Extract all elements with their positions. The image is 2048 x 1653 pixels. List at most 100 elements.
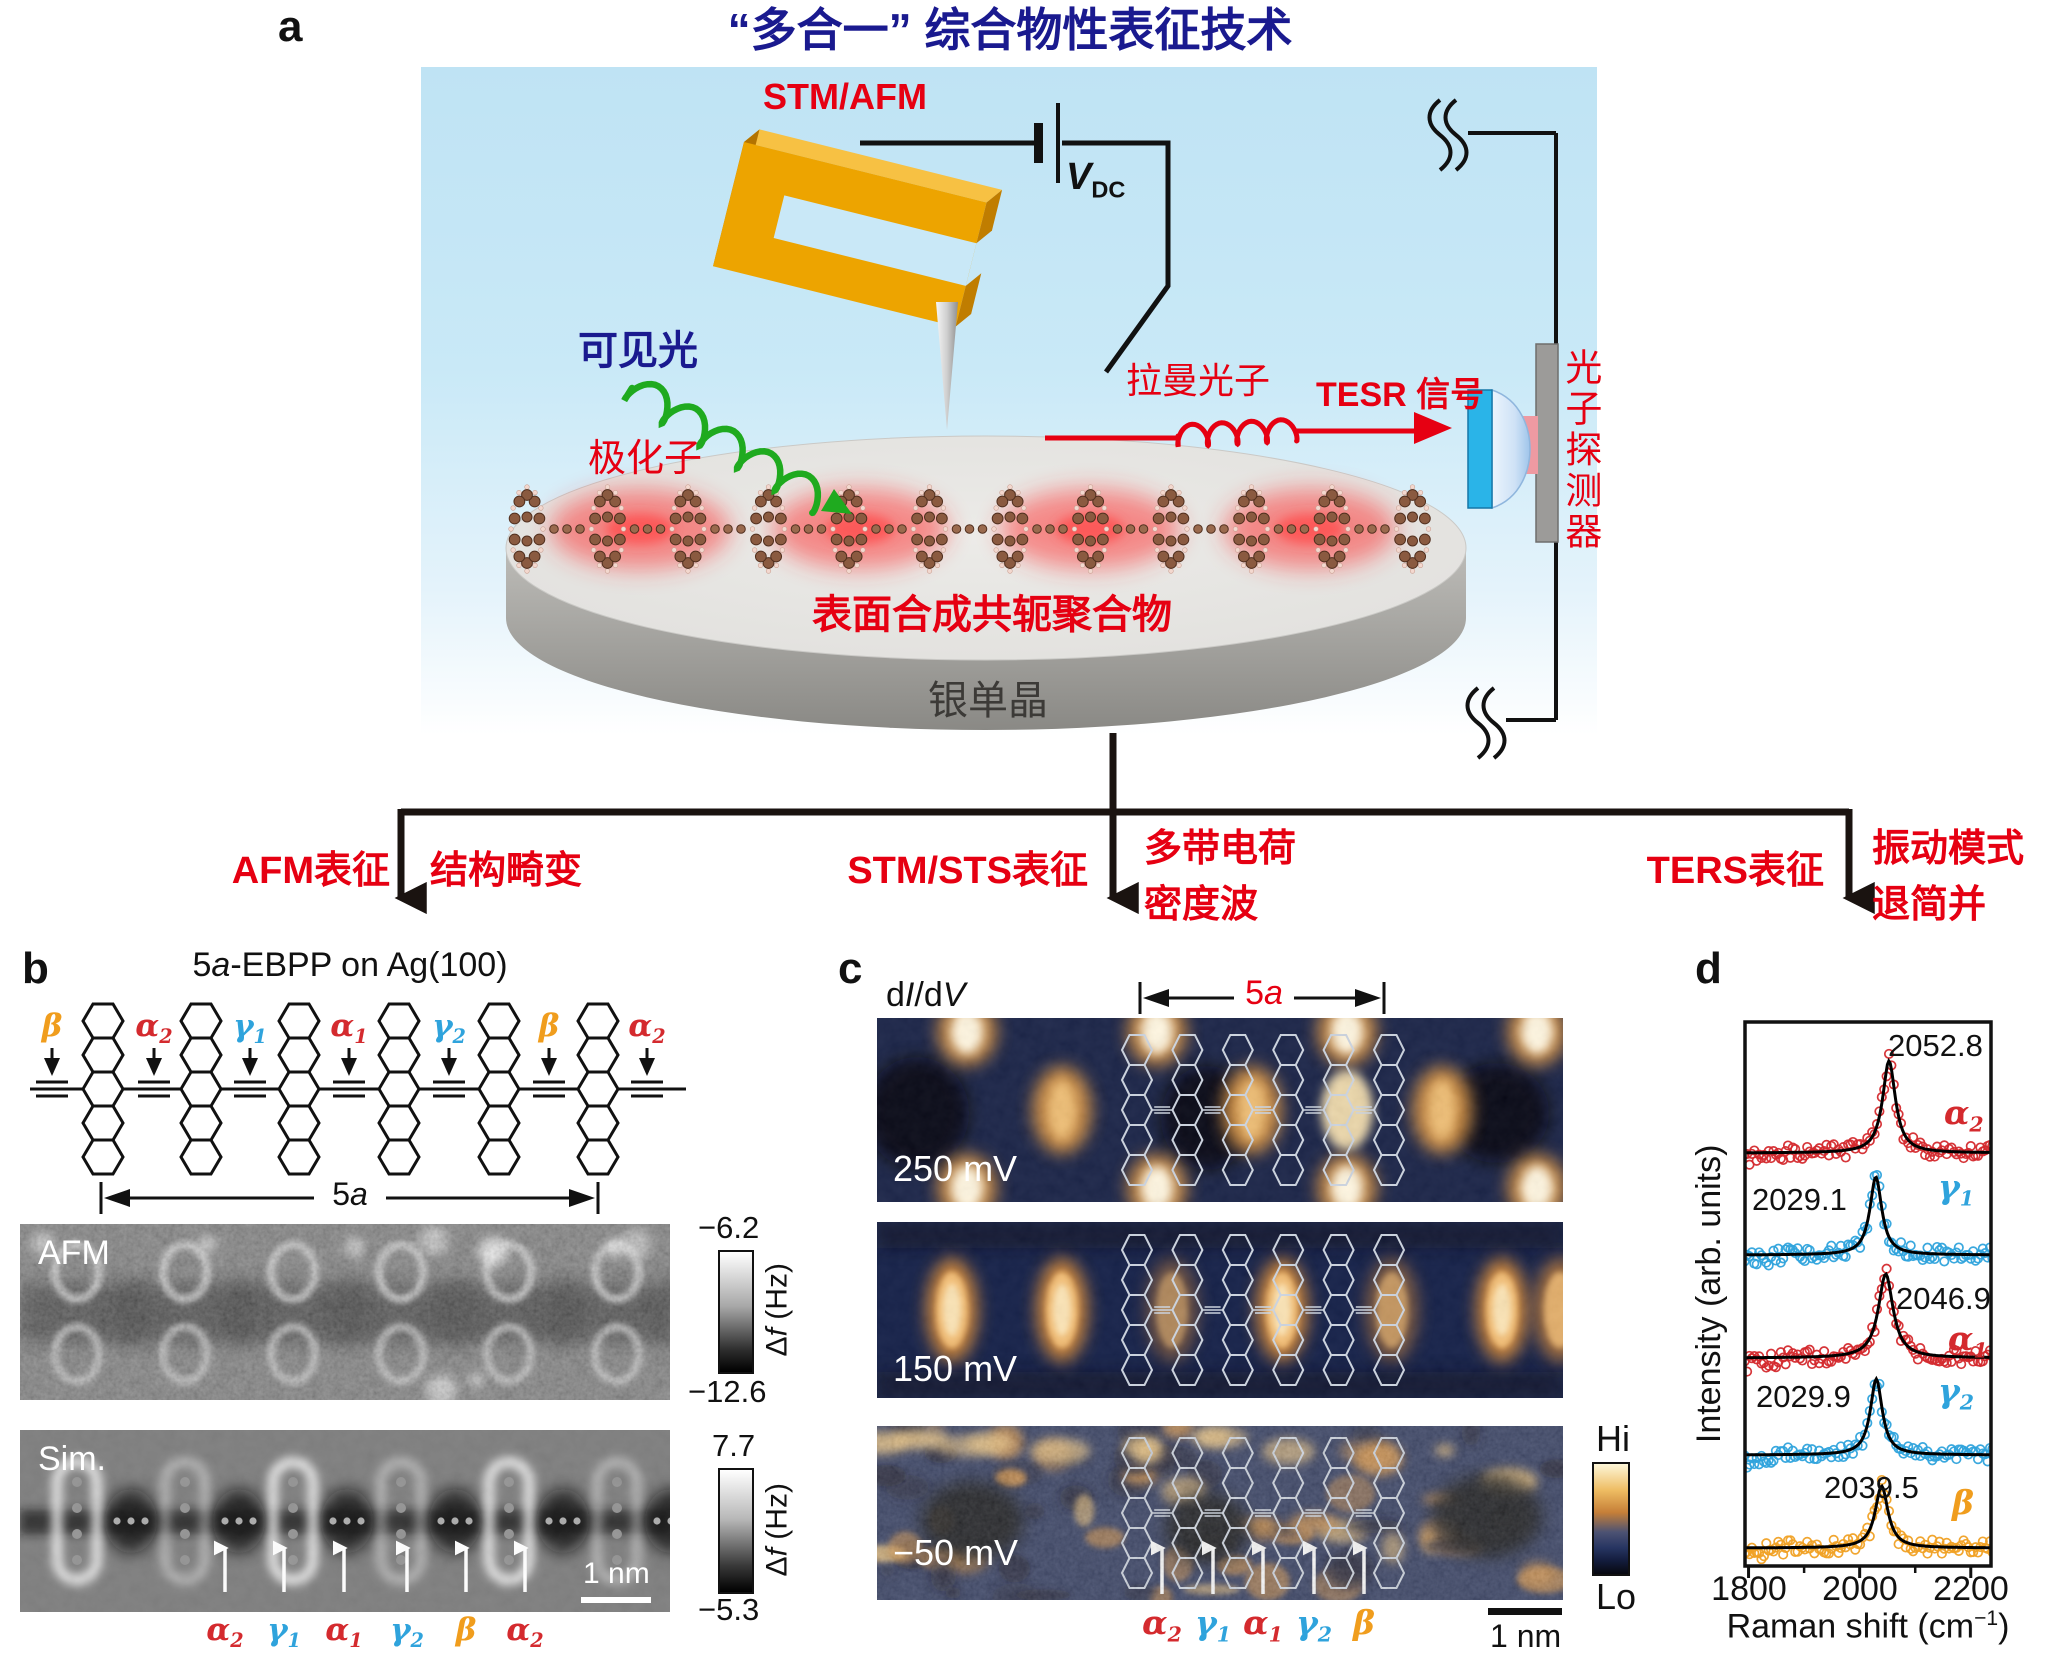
xtick-2000: 2000 <box>1822 1570 1898 1608</box>
panel-a-label: a <box>278 2 303 51</box>
hi-lo-colorbar <box>1592 1462 1630 1576</box>
panel-d-label: d <box>1695 944 1722 993</box>
peak-label-5: 2039.5 <box>1824 1470 1919 1505</box>
raman-spectra-plot <box>1743 1020 1993 1578</box>
series-label-3: α1 <box>1948 1319 1988 1363</box>
panel-c-5a-span <box>1138 982 1386 1014</box>
wire-break-bottom <box>1465 686 1507 760</box>
sim-scalebar-line <box>581 1597 651 1603</box>
didv-map-150mv <box>877 1222 1563 1398</box>
visible-light-arrow <box>621 380 822 517</box>
marker-alpha2-1: α2 <box>135 1008 173 1049</box>
series-label-1: α2 <box>1944 1093 1984 1137</box>
lens-mount <box>1467 389 1493 509</box>
wire-break-top <box>1427 98 1469 172</box>
panel-b-title: 5a-EBPP on Ag(100) <box>192 946 508 984</box>
map-scalebar-label: 1 nm <box>1490 1618 1562 1653</box>
raman-xlabel: Raman shift (cm−1) <box>1726 1607 2010 1646</box>
detector-plate <box>1535 343 1559 543</box>
sim-cbar-max: 7.7 <box>712 1428 756 1463</box>
sim-scalebar-label: 1 nm <box>583 1557 650 1590</box>
chemical-structure <box>30 1002 686 1176</box>
branch-ters-result-1: 振动模式 <box>1872 828 2025 870</box>
map-scalebar-line <box>1488 1608 1562 1615</box>
branch-sts-result-1: 多带电荷 <box>1144 828 1297 870</box>
series-label-2: γ1 <box>1938 1167 1975 1211</box>
sim-marker-beta: β <box>455 1612 477 1648</box>
panel-b-label: b <box>22 944 49 993</box>
peak-label-3: 2046.9 <box>1896 1281 1991 1316</box>
visible-light-label: 可见光 <box>578 329 698 373</box>
peak-label-4: 2029.9 <box>1756 1379 1851 1414</box>
xtick-1800: 1800 <box>1711 1570 1787 1608</box>
raman-photon-label: 拉曼光子 <box>1126 360 1271 401</box>
sim-marker-gamma2: γ2 <box>390 1612 424 1653</box>
green-arrowhead <box>821 489 852 514</box>
afm-simulation-image <box>20 1430 670 1612</box>
branch-ters-result-2: 退简并 <box>1872 884 1987 926</box>
afm-image-label: AFM <box>38 1234 110 1272</box>
figure-title: “多合一” 综合物性表征技术 <box>727 4 1293 56</box>
map-marker-alpha1: α1 <box>1243 1603 1283 1647</box>
sim-cbar-unit: Δf (Hz) <box>760 1483 794 1577</box>
xtick-2200: 2200 <box>1933 1570 2009 1608</box>
marker-beta-2: β <box>538 1008 560 1044</box>
crystal-label: 银单晶 <box>928 679 1048 723</box>
afm-cbar-max: −6.2 <box>698 1210 760 1245</box>
tesr-signal-label: TESR 信号 <box>1316 376 1485 414</box>
afm-cbar-min: −12.6 <box>688 1374 767 1409</box>
polymer-label: 表面合成共轭聚合物 <box>812 593 1172 637</box>
map-marker-gamma2: γ2 <box>1295 1603 1333 1647</box>
panel-b-5a-label: 5a <box>332 1176 368 1212</box>
raman-ylabel: Intensity (arb. units) <box>1690 1144 1729 1444</box>
series-label-4: γ2 <box>1938 1371 1975 1415</box>
marker-alpha1: α1 <box>330 1008 368 1049</box>
silver-crystal-disk <box>505 435 1467 730</box>
panel-c-label: c <box>838 944 863 993</box>
sim-marker-gamma1: γ1 <box>267 1612 301 1653</box>
sim-marker-alpha2-2: α2 <box>506 1612 544 1653</box>
panel-c-5a-label: 5a <box>1245 974 1283 1012</box>
didv-label: dI/dV <box>886 976 966 1014</box>
bias-150mv: 150 mV <box>893 1348 1018 1389</box>
red-arrowhead <box>1414 412 1452 444</box>
conjugated-polymer-chain <box>508 484 1432 574</box>
cbar-lo: Lo <box>1596 1576 1637 1617</box>
afm-colorbar <box>718 1250 754 1374</box>
battery-long-plate <box>1056 103 1060 183</box>
tesr-signal-arrow <box>1045 417 1420 449</box>
didv-map-250mv <box>877 1018 1563 1202</box>
panel-b-5a-span <box>99 1182 600 1214</box>
map-marker-gamma1: γ1 <box>1194 1603 1232 1647</box>
map-marker-alpha2: α2 <box>1142 1603 1182 1647</box>
stm-tip <box>936 302 958 430</box>
polaron-label: 极化子 <box>588 438 703 480</box>
map-marker-beta: β <box>1353 1603 1375 1642</box>
branch-arrows <box>394 733 1875 915</box>
bias-250mv: 250 mV <box>893 1148 1018 1189</box>
battery-short-plate <box>1034 123 1043 163</box>
vdc-label: VDC <box>1066 156 1126 203</box>
branch-afm-method: AFM表征 <box>231 850 390 892</box>
peak-label-2: 2029.1 <box>1752 1182 1847 1217</box>
marker-gamma2: γ2 <box>432 1008 466 1049</box>
afm-cbar-unit: Δf (Hz) <box>760 1263 794 1357</box>
photon-detector-label: 光子探测器 <box>1559 348 1601 553</box>
marker-beta-1: β <box>41 1008 63 1044</box>
lens-glass <box>1491 388 1531 510</box>
bias-circuit <box>860 140 1171 374</box>
stm-afm-label: STM/AFM <box>763 76 927 117</box>
afm-image <box>20 1224 670 1400</box>
cbar-hi: Hi <box>1596 1418 1630 1459</box>
qplus-sensor <box>713 129 1003 430</box>
bias-m50mv: −50 mV <box>893 1532 1019 1573</box>
sim-image-label: Sim. <box>38 1440 106 1478</box>
branch-ters-method: TERS表征 <box>1646 850 1824 892</box>
marker-alpha2-2: α2 <box>628 1008 666 1049</box>
sim-marker-alpha1: α1 <box>325 1612 363 1653</box>
branch-sts-method: STM/STS表征 <box>847 850 1088 892</box>
photon-detector-assembly <box>1427 98 1559 760</box>
series-label-5: β <box>1952 1483 1974 1522</box>
